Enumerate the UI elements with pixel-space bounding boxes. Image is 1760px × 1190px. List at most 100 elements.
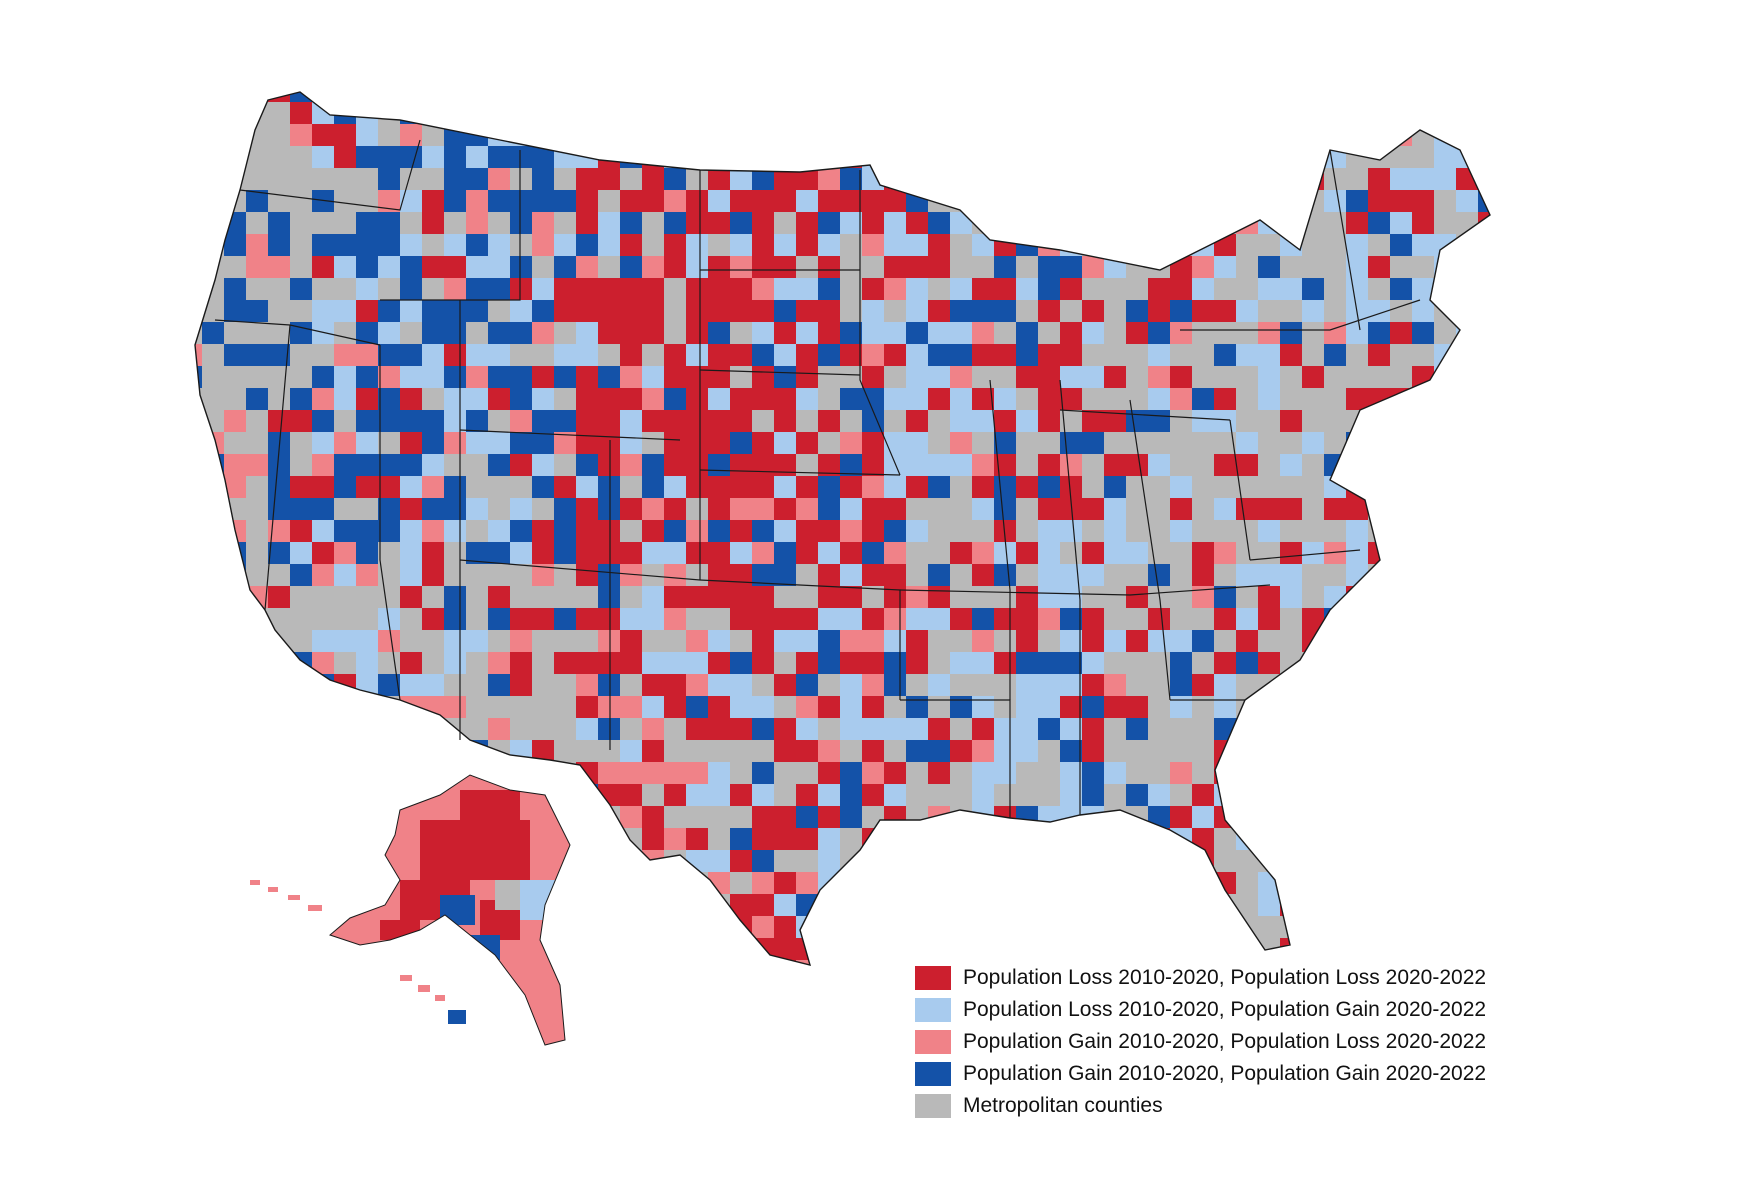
county-cell [620, 168, 648, 191]
county-cell [1104, 454, 1127, 478]
county-cell [532, 278, 558, 303]
county-cell [1214, 344, 1237, 373]
county-cell [620, 322, 649, 344]
county-cell [642, 234, 665, 262]
county-cell [1038, 520, 1063, 544]
county-cell [444, 520, 467, 542]
county-cell [950, 696, 973, 718]
county-cell [620, 212, 642, 238]
county-cell [466, 630, 491, 652]
county-cell [466, 410, 494, 432]
county-cell [796, 696, 824, 719]
county-cell [1302, 564, 1325, 591]
county-cell [818, 498, 846, 520]
county-cell [972, 740, 994, 762]
county-cell [378, 630, 407, 653]
county-cell [1214, 454, 1236, 478]
county-cell [312, 652, 334, 676]
county-cell [1148, 784, 1170, 810]
county-cell [334, 652, 357, 675]
county-cell [818, 608, 840, 636]
county-cell [598, 212, 627, 235]
county-cell [554, 212, 576, 234]
county-cell [1412, 300, 1439, 323]
county-cell [1038, 718, 1060, 743]
county-cell [708, 718, 732, 744]
county-cell [1280, 542, 1304, 566]
county-cell [1148, 300, 1170, 323]
county-cell [796, 850, 823, 872]
county-cell [774, 498, 797, 527]
county-cell [620, 652, 649, 674]
county-cell [730, 234, 753, 260]
county-cell [1016, 652, 1038, 681]
county-cell [312, 212, 335, 237]
county-cell [1148, 344, 1173, 367]
county-cell [1060, 256, 1089, 278]
county-cell [796, 322, 824, 344]
county-cell [448, 1010, 466, 1024]
county-cell [1390, 300, 1415, 324]
county-cell [950, 520, 973, 546]
county-cell [598, 674, 620, 700]
county-cell [1192, 542, 1216, 568]
legend-item-gain-loss: Population Gain 2010-2020, Population Lo… [915, 1026, 1486, 1058]
county-cell [576, 498, 599, 527]
county-cell [312, 234, 335, 263]
county-cell [532, 586, 557, 611]
county-cell [1302, 344, 1327, 367]
county-cell [928, 300, 951, 328]
county-cell [730, 344, 753, 373]
county-cell [400, 652, 423, 678]
county-cell [686, 256, 711, 280]
county-cell [1060, 366, 1084, 388]
legend-swatch [915, 966, 951, 990]
county-cell [1324, 520, 1353, 543]
county-cell [840, 784, 867, 806]
county-cell [1412, 146, 1436, 171]
county-cell [312, 542, 340, 564]
county-cell [730, 872, 755, 894]
county-cell [708, 498, 730, 524]
county-cell [840, 674, 863, 696]
county-cell [1038, 454, 1060, 480]
county-cell [466, 542, 489, 566]
county-cell [730, 696, 754, 722]
county-cell [1126, 410, 1151, 432]
county-cell [246, 564, 271, 587]
county-cell [1170, 806, 1198, 828]
county-cell [818, 234, 844, 256]
county-cell [818, 278, 843, 300]
county-cell [1082, 718, 1107, 743]
county-cell [1038, 652, 1061, 678]
county-cell [1258, 256, 1281, 284]
county-cell [1126, 630, 1148, 658]
county-cell [818, 850, 847, 872]
county-cell [1104, 784, 1128, 806]
county-cell [752, 718, 776, 744]
county-cell [1214, 630, 1240, 656]
county-cell [1016, 740, 1043, 763]
county-cell [400, 256, 428, 278]
county-cell [356, 234, 381, 258]
county-cell [224, 278, 247, 302]
county-cell [950, 300, 977, 323]
county-cell [950, 410, 979, 432]
county-cell [840, 520, 865, 545]
county-cell [466, 432, 488, 457]
county-cell [356, 498, 385, 521]
county-cell [290, 300, 317, 323]
county-cell [1038, 696, 1062, 721]
county-cell [708, 784, 731, 812]
county-cell [708, 212, 733, 234]
county-cell [576, 366, 600, 390]
county-cell [312, 124, 336, 149]
county-cell [1104, 608, 1126, 630]
county-cell [708, 586, 732, 612]
county-cell [400, 388, 423, 415]
county-cell [1214, 564, 1238, 590]
county-cell [1214, 388, 1236, 411]
county-cell [378, 476, 400, 504]
county-cell [928, 256, 955, 278]
